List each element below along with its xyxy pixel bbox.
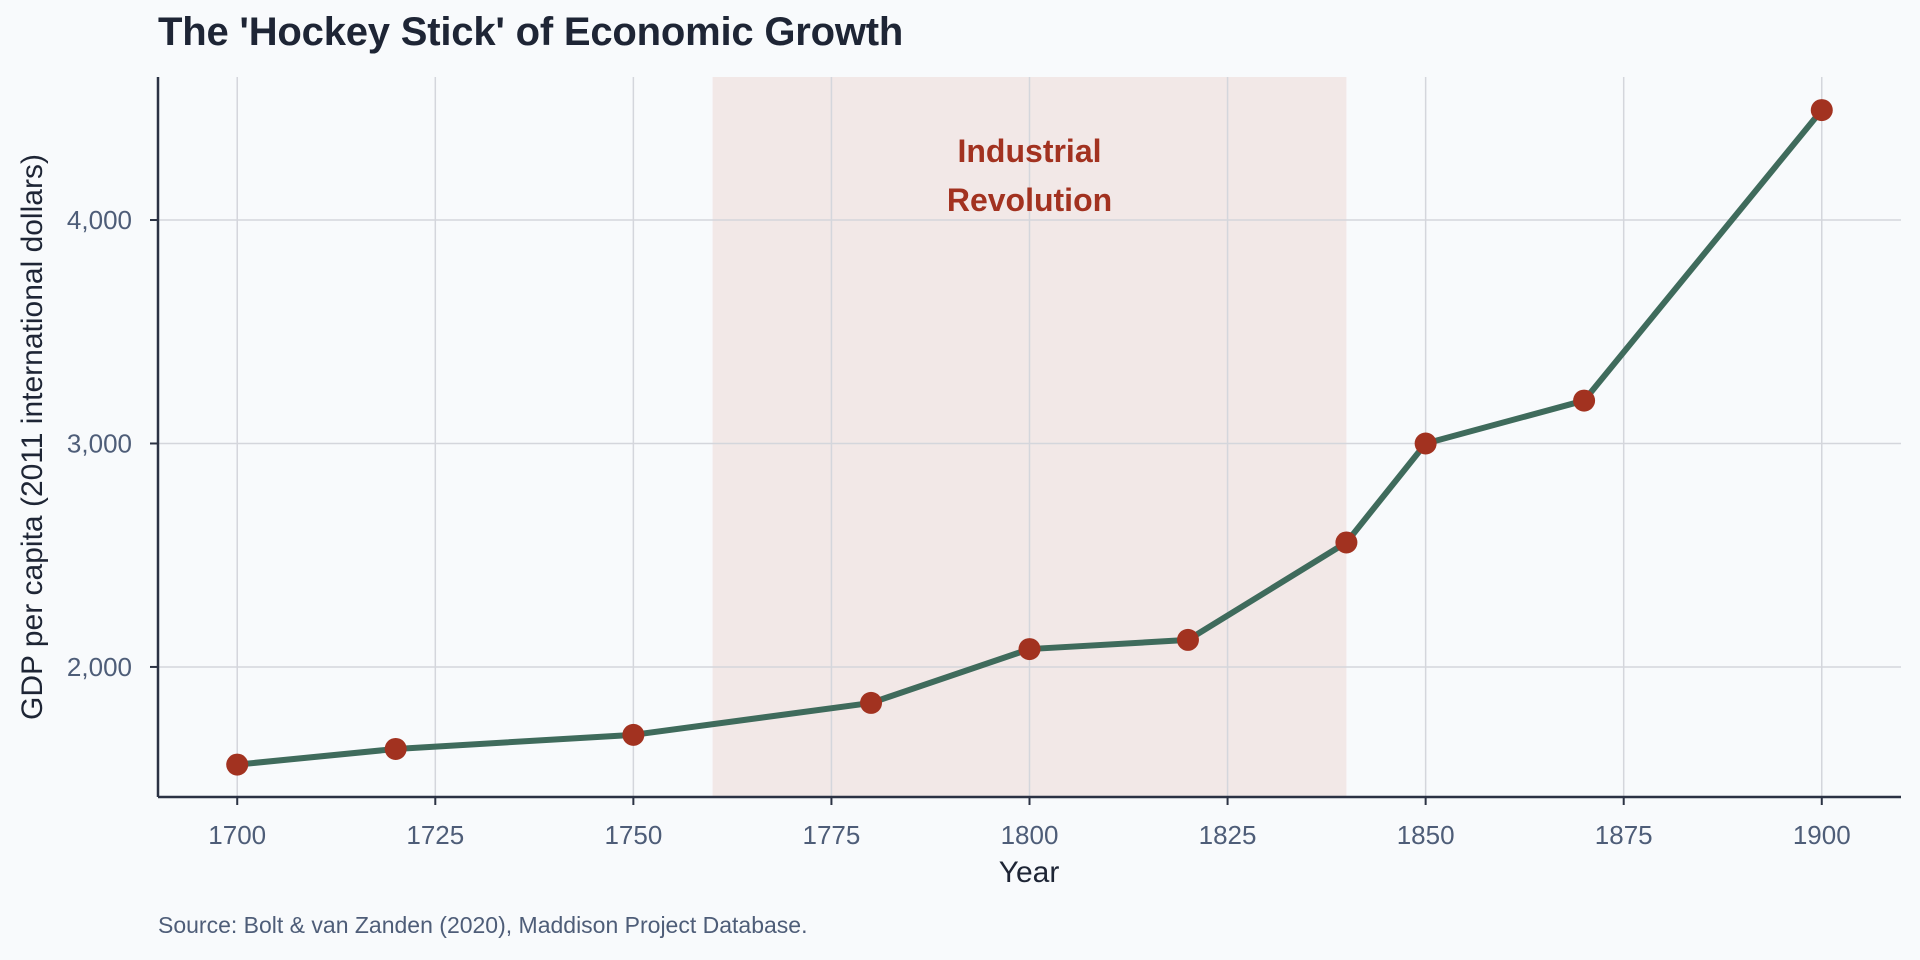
x-tick-label: 1700 (208, 820, 266, 850)
data-point (622, 723, 645, 746)
axis-layer: 1700 1725 1750 1775 1800 1825 1850 1875 1900 2,00… (67, 77, 1901, 850)
x-tick-label: 1750 (604, 820, 662, 850)
data-point (1176, 628, 1199, 651)
x-tick-label: 1900 (1793, 820, 1851, 850)
source-note: Source: Bolt & van Zanden (2020), Maddis… (158, 912, 808, 938)
series-line (234, 107, 1825, 768)
x-axis-label: Year (999, 856, 1060, 889)
annotation-layer: Industrial Revolution (947, 133, 1112, 218)
y-tick-label: 4,000 (67, 205, 132, 235)
annotation-label-line: Revolution (947, 182, 1112, 218)
x-tick-label: 1800 (1001, 820, 1059, 850)
data-point (1414, 432, 1437, 455)
x-tick-label: 1825 (1199, 820, 1257, 850)
data-point (1335, 531, 1358, 554)
series-layer (226, 99, 1833, 776)
y-axis-label: GDP per capita (2011 international dolla… (16, 154, 49, 720)
data-point (226, 753, 249, 776)
data-point (1573, 389, 1596, 412)
y-tick-label: 3,000 (67, 428, 132, 458)
y-tick-label: 2,000 (67, 652, 132, 682)
data-point (1018, 638, 1041, 661)
annotation-label-line: Industrial (957, 133, 1101, 169)
data-point (1810, 99, 1833, 122)
chart-title: The 'Hockey Stick' of Economic Growth (158, 10, 904, 54)
data-point (384, 737, 407, 760)
x-tick-label: 1875 (1595, 820, 1653, 850)
x-tick-label: 1850 (1397, 820, 1455, 850)
x-tick-label: 1725 (406, 820, 464, 850)
x-tick-label: 1775 (803, 820, 861, 850)
data-point (860, 691, 883, 714)
